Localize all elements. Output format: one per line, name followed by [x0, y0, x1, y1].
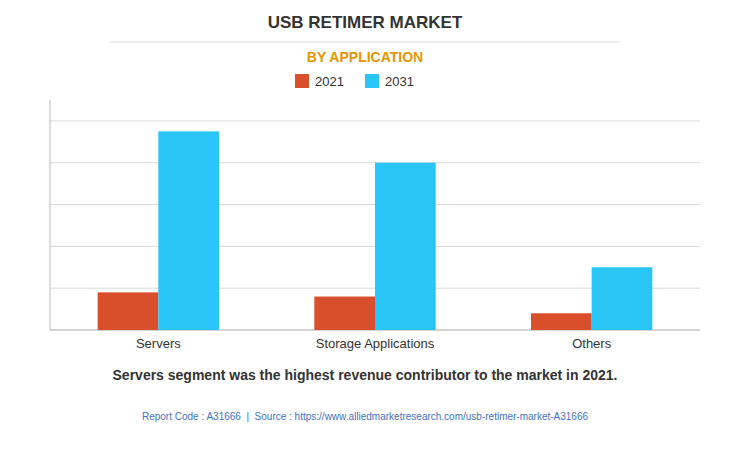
bar	[314, 297, 375, 330]
bar	[158, 131, 219, 330]
x-axis: Servers Storage Applications Others	[136, 336, 612, 351]
subtitle: BY APPLICATION	[307, 49, 423, 65]
annotation: Servers segment was the highest revenue …	[113, 367, 618, 383]
legend-swatch	[365, 74, 379, 88]
x-tick-label: Others	[572, 336, 612, 351]
bar	[98, 292, 159, 330]
title-separator	[110, 42, 620, 43]
grid-line	[50, 120, 700, 121]
legend-label: 2031	[385, 74, 414, 89]
legend-label: 2021	[315, 74, 344, 89]
chart-container: USB RETIMER MARKET BY APPLICATION 2021 2031…	[0, 0, 730, 453]
legend: 2021 2031	[295, 74, 414, 89]
bar	[375, 163, 436, 330]
bar	[592, 267, 653, 330]
bars	[98, 131, 653, 330]
grid	[50, 121, 700, 330]
source-note: Report Code : A31666 | Source : https://…	[142, 411, 589, 422]
x-tick-label: Storage Applications	[316, 336, 435, 351]
legend-swatch	[295, 74, 309, 88]
bar	[531, 313, 592, 330]
title: USB RETIMER MARKET	[268, 13, 463, 32]
y-axis-line	[50, 100, 51, 330]
x-tick-label: Servers	[136, 336, 181, 351]
chart: USB RETIMER MARKET BY APPLICATION 2021 2031…	[0, 0, 730, 453]
